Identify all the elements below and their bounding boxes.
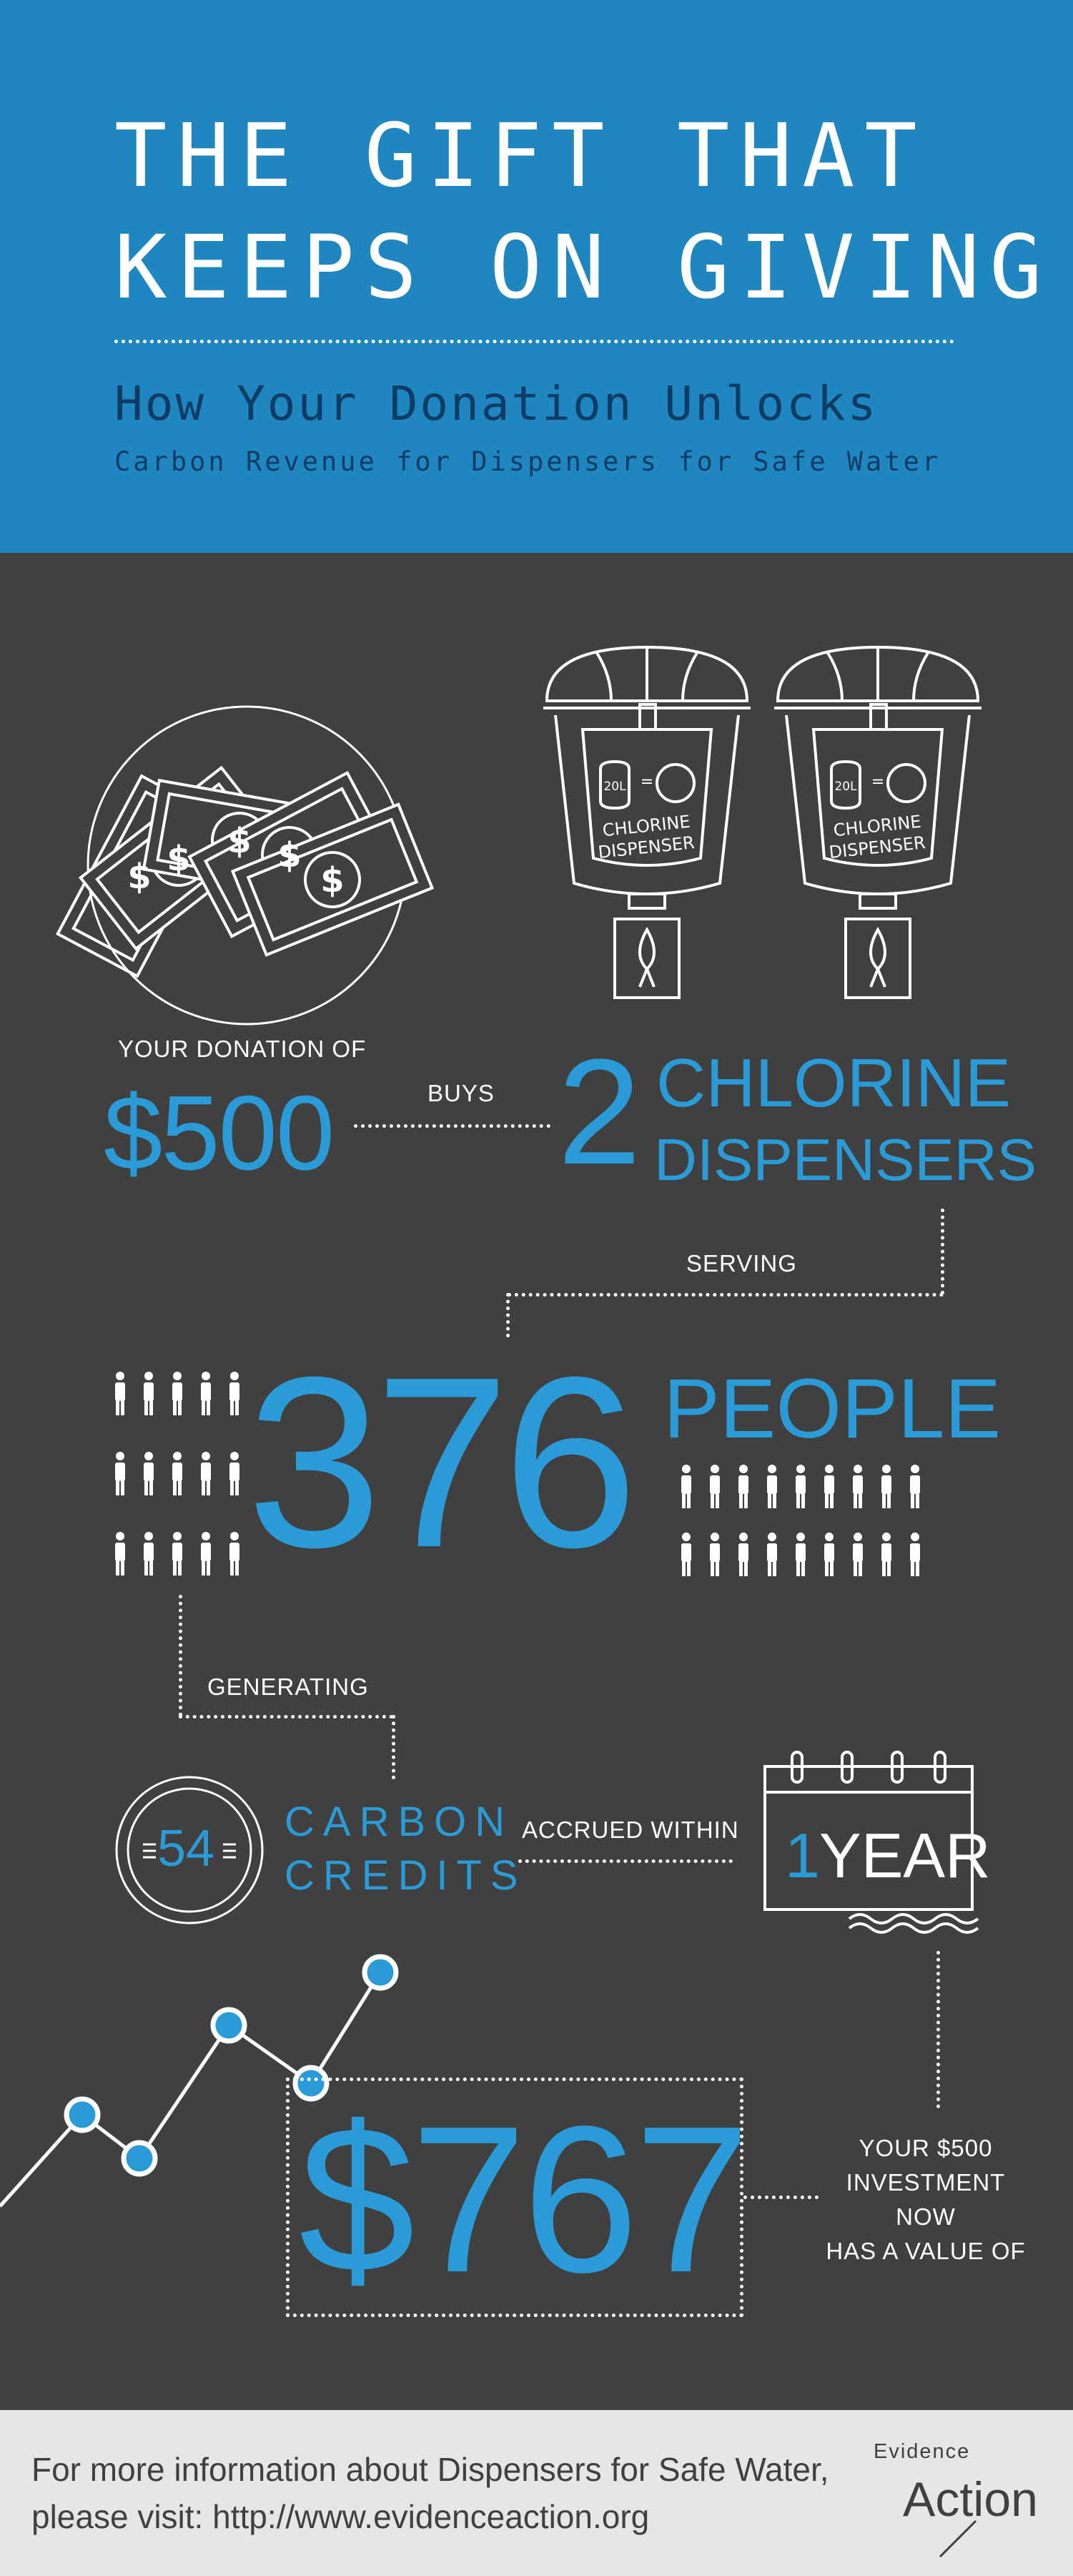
dispensers-line-2: DISPENSERS — [654, 1126, 1037, 1193]
chlorine-dispenser-2: 20L = CHLORINE DISPENSER — [771, 645, 985, 1005]
value-label-line-2: INVESTMENT NOW — [846, 2169, 1006, 2230]
header: THE GIFT THAT KEEPS ON GIVING How Your D… — [0, 0, 1073, 553]
people-icons-right — [681, 1465, 920, 1576]
donation-amount: $500 — [104, 1074, 335, 1192]
people-icons-left — [115, 1372, 239, 1575]
footer: For more information about Dispensers fo… — [0, 2410, 1073, 2576]
connector-generating-h — [179, 1715, 393, 1719]
generating-label: GENERATING — [207, 1673, 369, 1700]
title-line-2: KEEPS ON GIVING — [114, 217, 1052, 318]
value-box — [286, 2078, 743, 2317]
carbon-credit-count: 54 — [157, 1820, 215, 1877]
svg-text:$: $ — [167, 839, 190, 879]
people-label: PEOPLE — [663, 1362, 1002, 1456]
svg-text:$: $ — [127, 857, 151, 897]
connector-serving-v2 — [506, 1293, 510, 1337]
footer-line-1: For more information about Dispensers fo… — [31, 2451, 829, 2488]
accrued-label: ACCRUED WITHIN — [522, 1817, 739, 1843]
svg-text:=: = — [871, 773, 884, 791]
footer-link[interactable]: please visit: http://www.evidenceaction.… — [31, 2498, 650, 2535]
connector-value-v — [936, 1951, 940, 2108]
connector-serving-v1 — [941, 1209, 944, 1294]
carbon-credits-line-1: CARBON — [285, 1799, 514, 1845]
connector-serving-h — [508, 1293, 944, 1297]
logo-evidence: Evidence — [874, 2440, 971, 2463]
dispenser-volume: 20L — [603, 780, 626, 794]
title-divider — [114, 340, 954, 343]
value-label: YOUR $500 INVESTMENT NOW HAS A VALUE OF — [826, 2131, 1026, 2268]
calendar-icon — [763, 1751, 979, 1934]
connector-generating-v2 — [392, 1715, 395, 1779]
logo-action: Action — [903, 2472, 1038, 2527]
buys-label: BUYS — [427, 1080, 495, 1106]
subtitle: How Your Donation Unlocks — [114, 376, 879, 431]
svg-text:$: $ — [320, 860, 344, 900]
year-word: YEAR — [819, 1820, 991, 1891]
chlorine-dispenser-icon: 20L = CHLORINE DISPENSER — [543, 645, 751, 999]
dispensers-line-1: CHLORINE — [656, 1045, 1012, 1121]
money-stack-icon: $ $ $ $ $ — [55, 705, 435, 1026]
carbon-credit-badge-icon — [115, 1776, 264, 1924]
logo-slash-icon — [939, 2520, 977, 2558]
carbon-credits-line-2: CREDITS — [285, 1852, 527, 1899]
dispenser-volume: 20L — [834, 780, 857, 794]
connector-donation — [354, 1124, 550, 1128]
connector-value-h — [743, 2196, 819, 2199]
subtitle-secondary: Carbon Revenue for Dispensers for Safe W… — [114, 446, 941, 477]
footer-info: For more information about Dispensers fo… — [31, 2446, 829, 2540]
value-label-line-3: HAS A VALUE OF — [826, 2238, 1026, 2264]
year-number: 1 — [785, 1820, 820, 1891]
svg-text:$: $ — [277, 835, 301, 875]
title-line-1: THE GIFT THAT — [114, 105, 927, 207]
serving-label: SERVING — [686, 1250, 797, 1277]
svg-text:$: $ — [227, 821, 251, 861]
value-amount: $767 — [299, 2083, 751, 2316]
people-count: 376 — [247, 1327, 638, 1598]
connector-accrued — [518, 1859, 733, 1863]
donation-label: YOUR DONATION OF — [118, 1036, 367, 1062]
page-title: THE GIFT THAT KEEPS ON GIVING — [114, 100, 1052, 323]
connector-generating-v1 — [179, 1595, 182, 1716]
chlorine-dispenser-1: 20L = CHLORINE DISPENSER — [540, 645, 754, 1005]
value-label-line-1: YOUR $500 — [859, 2135, 993, 2161]
chlorine-dispenser-icon: 20L = CHLORINE DISPENSER — [774, 645, 981, 999]
growth-line-icon — [0, 1954, 399, 2208]
dispenser-count: 2 — [558, 1028, 641, 1196]
svg-text:=: = — [641, 773, 653, 791]
